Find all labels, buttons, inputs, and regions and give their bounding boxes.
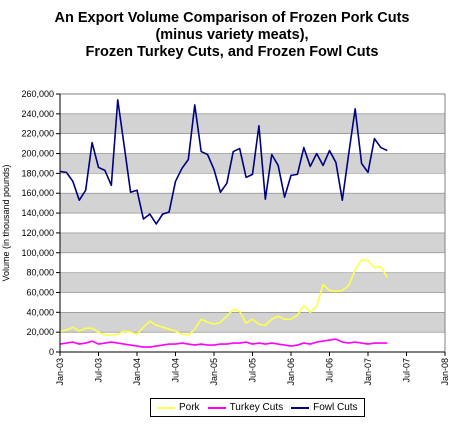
y-tick-label: 120,000 (21, 228, 54, 238)
background-band (60, 193, 445, 214)
legend-label: Turkey Cuts (229, 402, 284, 413)
x-tick-label: Jan-07 (363, 358, 373, 386)
x-tick-label: Jan-05 (209, 358, 219, 386)
x-tick-label: Jan-06 (286, 358, 296, 386)
background-band (60, 113, 445, 134)
background-band (60, 94, 445, 114)
plot-background (60, 94, 445, 352)
legend: Pork Turkey Cuts Fowl Cuts (150, 398, 365, 417)
x-tick-label: Jul-05 (248, 358, 258, 383)
y-tick-label: 140,000 (21, 208, 54, 218)
x-tick-label: Jul-06 (325, 358, 335, 383)
y-axis-label: Volume (in thousand pounds) (1, 164, 11, 281)
y-tick-label: 100,000 (21, 248, 54, 258)
x-tick-label: Jan-08 (440, 358, 450, 386)
background-band (60, 173, 445, 194)
legend-entry: Fowl Cuts (291, 402, 358, 413)
x-tick-label: Jan-03 (55, 358, 65, 386)
y-tick-label: 40,000 (26, 307, 54, 317)
x-tick-label: Jul-03 (94, 358, 104, 383)
legend-entry: Pork (157, 402, 200, 413)
x-tick-label: Jul-04 (171, 358, 181, 383)
legend-label: Fowl Cuts (313, 402, 358, 413)
background-band (60, 232, 445, 253)
y-tick-label: 80,000 (26, 268, 54, 278)
background-band (60, 292, 445, 313)
chart-title-line-1: An Export Volume Comparison of Frozen Po… (54, 10, 410, 26)
y-tick-label: 60,000 (26, 287, 54, 297)
y-tick-label: 200,000 (21, 149, 54, 159)
background-band (60, 332, 445, 352)
series-layer (59, 99, 388, 348)
series-line-fowl-cuts (59, 99, 388, 225)
background-band (60, 213, 445, 233)
chart-title-line-2: (minus variety meats), (155, 27, 309, 43)
y-tick-label: 240,000 (21, 109, 54, 119)
background-band (60, 252, 445, 273)
background-band (60, 272, 445, 293)
y-tick-label: 160,000 (21, 188, 54, 198)
legend-swatch (291, 406, 310, 409)
legend-swatch (157, 406, 175, 409)
series-line-pork (59, 258, 388, 336)
x-axis: Jan-03 Jul-03 Jan-04 Jul-04 Jan-05 Jul-05 Jan-… (55, 351, 450, 386)
series-line-turkey-cuts (59, 338, 388, 348)
legend-label: Pork (179, 402, 200, 413)
background-band (60, 312, 445, 333)
x-tick-label: Jan-04 (132, 358, 142, 386)
y-axis: 0 20,000 40,000 60,000 80,000 100,000 120,000 1… (21, 89, 61, 357)
x-tick-label: Jul-07 (402, 358, 412, 383)
y-tick-label: 20,000 (26, 327, 54, 337)
y-tick-label: 180,000 (21, 168, 54, 178)
chart-title: An Export Volume Comparison of Frozen Po… (0, 10, 464, 61)
background-band (60, 133, 445, 154)
y-tick-label: 0 (49, 347, 54, 357)
y-tick-label: 260,000 (21, 89, 54, 99)
legend-entry: Turkey Cuts (207, 402, 284, 413)
chart-title-line-3: Frozen Turkey Cuts, and Frozen Fowl Cuts (85, 44, 379, 60)
y-tick-label: 220,000 (21, 129, 54, 139)
gridlines (60, 113, 445, 333)
legend-swatch (207, 406, 226, 409)
